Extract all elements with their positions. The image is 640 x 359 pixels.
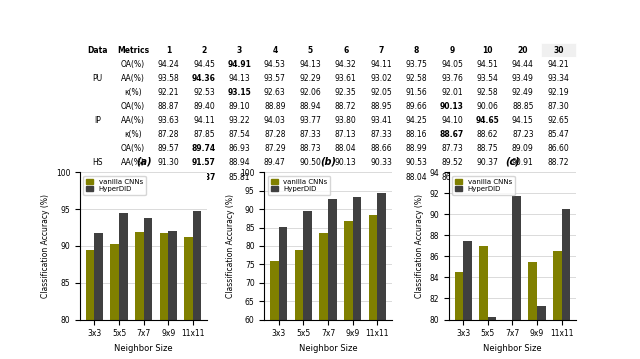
Bar [86,250,94,359]
Bar [562,209,570,359]
Bar [513,196,521,359]
Bar [319,233,328,359]
Bar [463,241,472,359]
Legend: vanilla CNNs, HyperDID: vanilla CNNs, HyperDID [268,176,330,195]
Bar [193,211,202,359]
Bar [369,215,377,359]
X-axis label: Neighbor Size: Neighbor Size [299,344,357,353]
Bar [295,250,303,359]
Title: (c): (c) [505,156,520,166]
Bar [184,237,193,359]
Y-axis label: Classification Accuracy (%): Classification Accuracy (%) [415,194,424,298]
Legend: vanilla CNNs, HyperDID: vanilla CNNs, HyperDID [452,176,515,195]
Bar [479,246,488,359]
Bar [168,230,177,359]
Bar [553,251,562,359]
Y-axis label: Classification Accuracy (%): Classification Accuracy (%) [41,194,50,298]
Bar [377,194,386,359]
X-axis label: Neighbor Size: Neighbor Size [483,344,541,353]
X-axis label: Neighbor Size: Neighbor Size [115,344,173,353]
Bar [454,272,463,359]
Bar [94,233,103,359]
Bar [270,261,279,359]
Bar [328,199,337,359]
Bar [537,306,546,359]
Bar [344,221,353,359]
Bar [143,218,152,359]
Legend: vanilla CNNs, HyperDID: vanilla CNNs, HyperDID [83,176,146,195]
Bar [529,262,537,359]
Bar [279,227,287,359]
Title: (b): (b) [320,156,336,166]
Bar [303,211,312,359]
Bar [110,244,119,359]
Bar [119,213,127,359]
Y-axis label: Classification Accuracy (%): Classification Accuracy (%) [226,194,235,298]
Bar [504,325,513,359]
Bar [488,317,497,359]
Bar [159,233,168,359]
Bar [135,232,143,359]
Bar [353,197,361,359]
Title: (a): (a) [136,156,152,166]
